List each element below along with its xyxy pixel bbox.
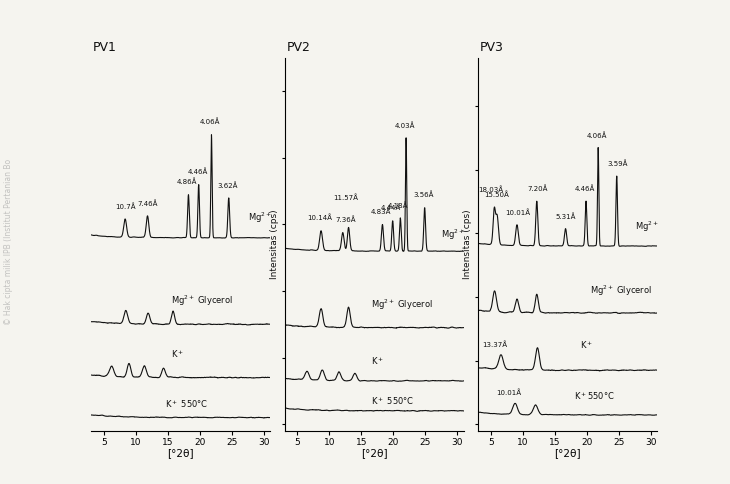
Text: PV1: PV1	[93, 41, 117, 54]
Text: 7.36Å: 7.36Å	[336, 216, 356, 223]
Text: 4.86Å: 4.86Å	[177, 179, 197, 185]
Text: 3.56Å: 3.56Å	[413, 192, 434, 198]
Text: 10.01Å: 10.01Å	[496, 390, 521, 396]
Text: 10.01Å: 10.01Å	[506, 209, 531, 216]
Text: 15.50Å: 15.50Å	[484, 192, 509, 198]
Text: K$^+$ 550°C: K$^+$ 550°C	[371, 395, 414, 407]
X-axis label: [°2θ]: [°2θ]	[554, 448, 581, 458]
Text: 7.20Å: 7.20Å	[528, 185, 548, 192]
Text: Mg$^{2+}$: Mg$^{2+}$	[441, 227, 465, 242]
Text: © Hak cipta milik IPB (Institut Pertanian Bo: © Hak cipta milik IPB (Institut Pertania…	[4, 159, 13, 325]
Text: K$^+$550°C: K$^+$550°C	[574, 390, 615, 402]
Text: 3.62Å: 3.62Å	[218, 182, 238, 189]
Text: K$^+$: K$^+$	[171, 348, 184, 360]
Text: 4.44Å: 4.44Å	[380, 205, 401, 212]
Text: Mg$^{2+}$: Mg$^{2+}$	[634, 220, 658, 234]
Text: Mg$^{2+}$ Glycerol: Mg$^{2+}$ Glycerol	[171, 294, 234, 308]
Text: 4.06Å: 4.06Å	[587, 132, 607, 138]
Text: 10.14Å: 10.14Å	[307, 215, 332, 222]
Text: Mg$^{2+}$ Glycerol: Mg$^{2+}$ Glycerol	[590, 284, 652, 298]
X-axis label: [°2θ]: [°2θ]	[361, 448, 388, 458]
Text: 4.83Å: 4.83Å	[370, 209, 391, 215]
Text: Mg$^{2+}$ Glycerol: Mg$^{2+}$ Glycerol	[371, 297, 433, 312]
Text: PV3: PV3	[480, 41, 504, 54]
Text: K$^+$ 550°C: K$^+$ 550°C	[165, 398, 208, 410]
Y-axis label: Intensitas (cps): Intensitas (cps)	[464, 210, 472, 279]
Y-axis label: Intensitas (cps): Intensitas (cps)	[270, 210, 279, 279]
Text: 18.03Å: 18.03Å	[478, 186, 503, 193]
Text: 7.46Å: 7.46Å	[137, 200, 158, 207]
Text: 4.03Å: 4.03Å	[395, 122, 415, 129]
Text: 4.46Å: 4.46Å	[575, 185, 595, 192]
Text: 4.18Å: 4.18Å	[388, 202, 409, 209]
Text: 13.37Å: 13.37Å	[482, 341, 507, 348]
Text: K$^+$: K$^+$	[371, 355, 384, 367]
Text: 4.46Å: 4.46Å	[187, 168, 207, 175]
Text: 3.59Å: 3.59Å	[608, 160, 629, 167]
Text: PV2: PV2	[286, 41, 310, 54]
Text: K$^+$: K$^+$	[580, 339, 593, 350]
X-axis label: [°2θ]: [°2θ]	[167, 448, 194, 458]
Text: Mg$^{2+}$: Mg$^{2+}$	[248, 211, 272, 225]
Text: 11.57Å: 11.57Å	[333, 195, 358, 201]
Text: 4.06Å: 4.06Å	[200, 119, 220, 125]
Text: 5.31Å: 5.31Å	[556, 213, 576, 220]
Text: 10.7Å: 10.7Å	[115, 203, 136, 210]
